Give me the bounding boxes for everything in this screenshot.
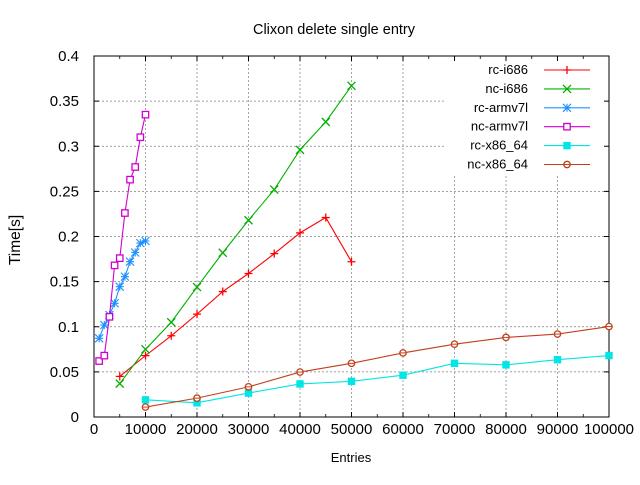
svg-text:0.4: 0.4 bbox=[58, 48, 79, 65]
svg-text:70000: 70000 bbox=[434, 421, 476, 438]
svg-text:nc-armv7l: nc-armv7l bbox=[471, 119, 528, 134]
svg-text:30000: 30000 bbox=[228, 421, 270, 438]
svg-text:rc-i686: rc-i686 bbox=[488, 62, 528, 77]
svg-text:0.2: 0.2 bbox=[58, 229, 79, 246]
svg-text:nc-i686: nc-i686 bbox=[485, 81, 528, 96]
svg-text:0.3: 0.3 bbox=[58, 138, 79, 155]
svg-text:Clixon delete single entry: Clixon delete single entry bbox=[253, 22, 416, 38]
svg-text:60000: 60000 bbox=[382, 421, 424, 438]
svg-text:40000: 40000 bbox=[279, 421, 321, 438]
svg-text:50000: 50000 bbox=[331, 421, 373, 438]
svg-text:10000: 10000 bbox=[125, 421, 167, 438]
svg-text:Time[s]: Time[s] bbox=[7, 215, 24, 265]
svg-text:rc-armv7l: rc-armv7l bbox=[474, 100, 528, 115]
svg-text:0.05: 0.05 bbox=[50, 364, 79, 381]
svg-text:100000: 100000 bbox=[584, 421, 634, 438]
svg-text:0: 0 bbox=[71, 409, 79, 426]
svg-text:20000: 20000 bbox=[176, 421, 218, 438]
svg-text:rc-x86_64: rc-x86_64 bbox=[470, 138, 528, 153]
svg-text:80000: 80000 bbox=[485, 421, 527, 438]
svg-text:0: 0 bbox=[90, 421, 98, 438]
svg-text:0.1: 0.1 bbox=[58, 319, 79, 336]
svg-text:0.15: 0.15 bbox=[50, 274, 79, 291]
svg-text:90000: 90000 bbox=[537, 421, 579, 438]
svg-text:0.25: 0.25 bbox=[50, 183, 79, 200]
svg-text:Entries: Entries bbox=[331, 450, 372, 465]
svg-text:0.35: 0.35 bbox=[50, 93, 79, 110]
svg-text:nc-x86_64: nc-x86_64 bbox=[467, 157, 528, 172]
